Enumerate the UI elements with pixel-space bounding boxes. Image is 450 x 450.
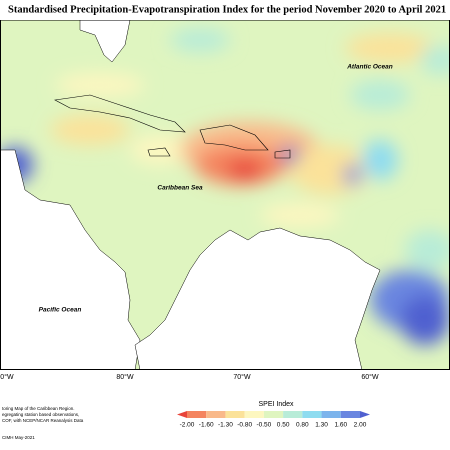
longitude-label: 80°W — [116, 373, 134, 381]
colorbar-segment — [360, 411, 370, 418]
longitude-label: 60°W — [361, 373, 379, 381]
colorbar-segment — [302, 411, 322, 418]
colorbar-segment — [244, 411, 264, 418]
colorbar-segment — [340, 411, 360, 418]
colorbar-segment — [263, 411, 284, 418]
legend-tick-label: 1.30 — [315, 422, 328, 429]
ocean-label: Atlantic Ocean — [346, 64, 393, 71]
legend-tick-label: 2.00 — [354, 422, 367, 429]
colorbar-segment — [321, 411, 341, 418]
map — [0, 20, 450, 370]
longitude-label: 90°W — [0, 373, 14, 381]
ocean-label: Pacific Ocean — [39, 307, 82, 314]
copyright: CIMH May-2021 — [2, 435, 35, 440]
colorbar-segment — [283, 411, 303, 418]
colorbar-segment — [187, 411, 207, 418]
longitude-label: 70°W — [233, 373, 251, 381]
sea-label: Caribbean Sea — [157, 185, 203, 192]
legend-tick-label: -1.30 — [218, 422, 233, 429]
credit-line: COF, with NCEP/NCAR Reanalysis Data — [2, 418, 84, 423]
legend-tick-label: 0.50 — [277, 422, 290, 429]
legend-tick-label: -0.50 — [256, 422, 271, 429]
legend-tick-label: 1.60 — [334, 422, 347, 429]
legend-tick-label: -2.00 — [180, 422, 195, 429]
credit-line: toring Map of the Caribbean Region. — [2, 406, 75, 411]
colorbar-segment — [206, 411, 226, 418]
legend-title: SPEI Index — [258, 401, 294, 408]
legend-tick-label: 0.80 — [296, 422, 309, 429]
colorbar-segment — [225, 411, 245, 418]
colorbar-segment — [177, 411, 187, 418]
title: Standardised Precipitation-Evapotranspir… — [8, 4, 446, 15]
credit-line: egregating station based observations, — [2, 412, 79, 417]
legend-tick-label: -1.60 — [199, 422, 214, 429]
legend-tick-label: -0.80 — [237, 422, 252, 429]
